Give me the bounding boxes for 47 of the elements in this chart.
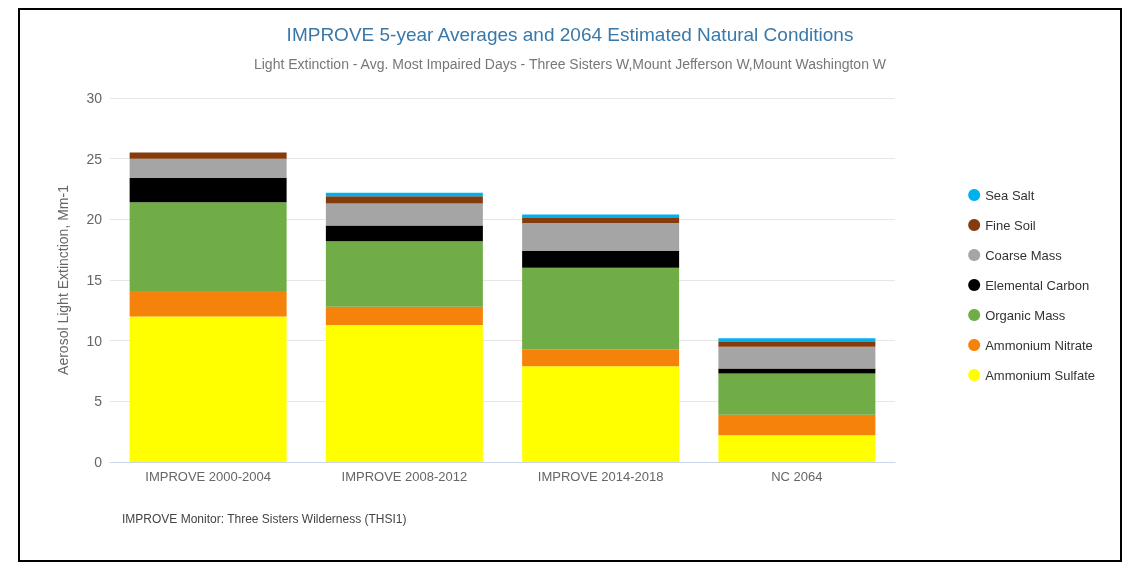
chart-subtitle: Light Extinction - Avg. Most Impaired Days - Three Sisters W,Mount Jefferson W,Mount Washington W	[253, 56, 887, 72]
x-tick-label: IMPROVE 2014-2018	[537, 469, 664, 484]
legend-label: Ammonium Sulfate	[985, 367, 1096, 383]
y-tick-label: 30	[86, 90, 103, 106]
bar	[522, 349, 680, 367]
legend-label: Sea Salt	[985, 187, 1035, 203]
y-tick-label: 20	[86, 211, 103, 228]
bar	[522, 366, 680, 462]
bar	[718, 341, 876, 347]
bar	[522, 214, 680, 219]
y-tick-label: 10	[86, 332, 103, 349]
bar	[129, 290, 287, 317]
y-tick-label: 25	[86, 150, 103, 167]
y-tick-label: 5	[94, 393, 103, 410]
bar	[325, 225, 483, 242]
bar	[718, 414, 876, 436]
chart-title: IMPROVE 5-year Averages and 2064 Estimated Natural Conditions	[286, 24, 854, 45]
bar	[522, 250, 680, 268]
bar	[129, 158, 287, 179]
bar	[522, 267, 680, 350]
legend-label: Coarse Mass	[985, 247, 1063, 263]
legend-label: Ammonium Nitrate	[985, 337, 1093, 353]
bar	[718, 338, 876, 342]
bar	[129, 152, 287, 159]
bar	[129, 202, 287, 291]
bar	[129, 178, 287, 203]
y-axis-title: Aerosol Light Extinction, Mm-1	[55, 184, 71, 375]
bar	[325, 241, 483, 307]
y-tick-label: 15	[86, 272, 103, 288]
legend-label: Fine Soil	[985, 217, 1036, 233]
bar	[718, 346, 876, 369]
bar	[522, 222, 680, 251]
bar	[718, 373, 876, 415]
bar	[522, 218, 680, 223]
bar	[325, 306, 483, 325]
bar	[325, 196, 483, 204]
legend-label: Organic Mass	[985, 307, 1066, 323]
legend-label: Elemental Carbon	[985, 277, 1090, 293]
bar	[718, 435, 876, 462]
text: IMPROVE Monitor: Three Sisters Wilderness (THSI1)	[122, 512, 407, 526]
y-tick-label: 0	[94, 454, 103, 470]
x-tick-label: IMPROVE 2008-2012	[341, 469, 468, 484]
bar	[325, 203, 483, 226]
bar	[129, 316, 287, 462]
x-tick-label: NC 2064	[771, 469, 823, 484]
x-tick-label: IMPROVE 2000-2004	[145, 469, 271, 484]
bar	[325, 324, 483, 462]
